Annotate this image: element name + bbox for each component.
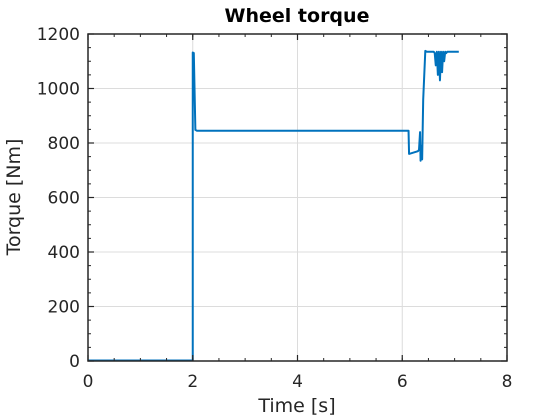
y-axis-label: Torque [Nm] — [3, 139, 25, 257]
y-axis-ticks: 0 200 400 600 800 1000 1200 — [37, 25, 507, 372]
x-axis-ticks: 0 2 4 6 8 — [83, 34, 513, 392]
chart-title: Wheel torque — [225, 5, 370, 27]
x-tick-label: 6 — [397, 372, 408, 392]
y-tick-label: 200 — [48, 298, 80, 318]
grid-lines — [87, 33, 508, 362]
y-tick-label: 800 — [48, 134, 80, 154]
y-tick-label: 0 — [69, 352, 80, 372]
x-tick-label: 0 — [83, 372, 94, 392]
y-tick-label: 600 — [48, 189, 80, 209]
y-tick-label: 400 — [48, 243, 80, 263]
torque-series-line — [88, 49, 459, 362]
x-axis-label: Time [s] — [257, 395, 335, 417]
x-tick-label: 4 — [292, 372, 303, 392]
y-tick-label: 1000 — [37, 80, 80, 100]
y-tick-label: 1200 — [37, 25, 80, 45]
x-tick-label: 8 — [502, 372, 513, 392]
x-tick-label: 2 — [187, 372, 198, 392]
